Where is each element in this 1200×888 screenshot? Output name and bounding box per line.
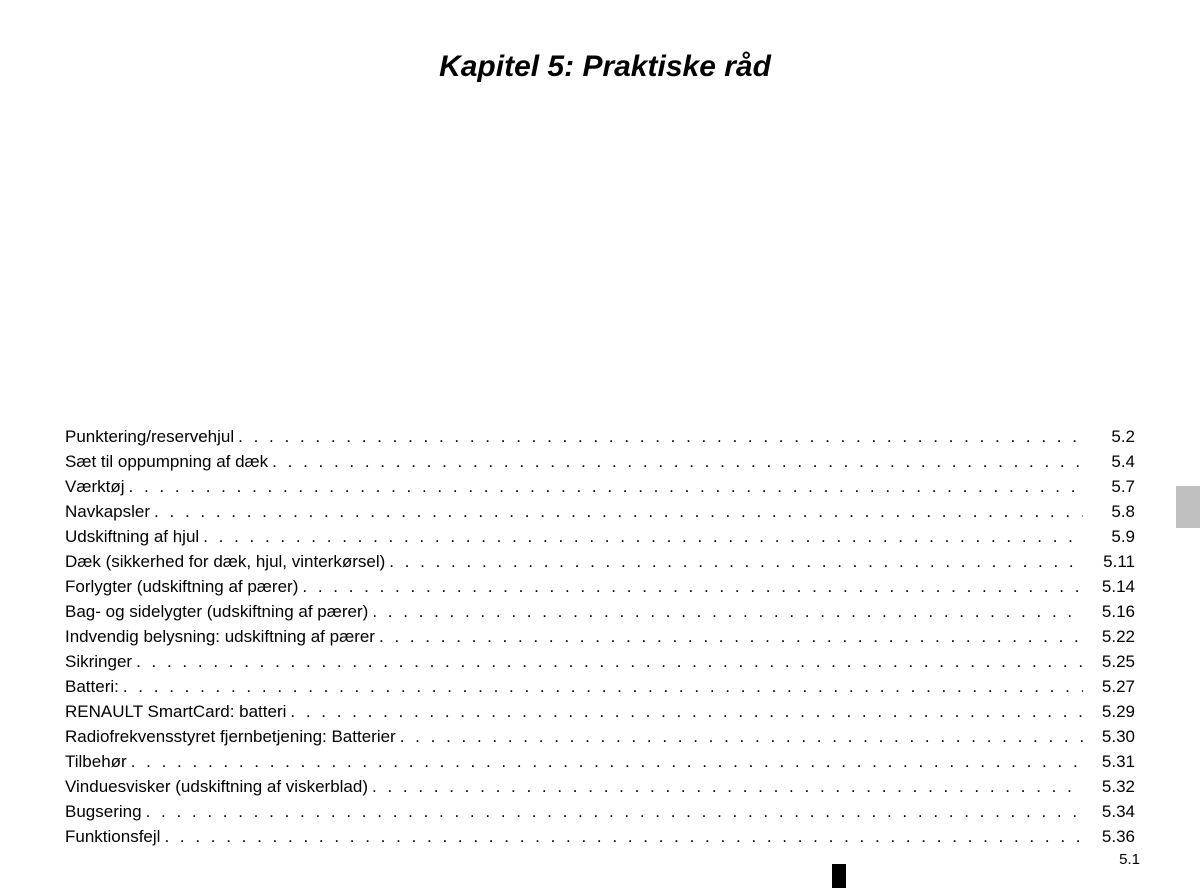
toc-entry: Radiofrekvensstyret fjernbetjening: Batt…	[65, 724, 1135, 749]
toc-entry-label: Funktionsfejl	[65, 824, 160, 849]
page-number: 5.1	[1119, 851, 1140, 868]
toc-dots	[199, 524, 1083, 549]
toc-entry-page: 5.25	[1083, 649, 1135, 674]
toc-entry-label: RENAULT SmartCard: batteri	[65, 699, 286, 724]
toc-entry: Sæt til oppumpning af dæk 5.4	[65, 449, 1135, 474]
toc-entry-page: 5.32	[1083, 774, 1135, 799]
toc-entry-label: Punktering/reservehjul	[65, 424, 234, 449]
toc-entry-page: 5.11	[1083, 549, 1135, 574]
toc-entry: Sikringer 5.25	[65, 649, 1135, 674]
toc-entry-page: 5.14	[1083, 574, 1135, 599]
toc-entry-label: Bag- og sidelygter (udskiftning af pærer…	[65, 599, 368, 624]
toc-entry-page: 5.7	[1083, 474, 1135, 499]
toc-entry-label: Batteri:	[65, 674, 119, 699]
toc-entry: Vinduesvisker (udskiftning af viskerblad…	[65, 774, 1135, 799]
toc-entry-page: 5.4	[1083, 449, 1135, 474]
toc-entry: Navkapsler 5.8	[65, 499, 1135, 524]
toc-dots	[125, 474, 1084, 499]
toc-entry-label: Værktøj	[65, 474, 125, 499]
bottom-crop-mark	[832, 864, 846, 888]
toc-dots	[127, 749, 1083, 774]
toc-entry-label: Sikringer	[65, 649, 132, 674]
toc-entry-label: Radiofrekvensstyret fjernbetjening: Batt…	[65, 724, 396, 749]
toc-entry-label: Forlygter (udskiftning af pærer)	[65, 574, 298, 599]
chapter-title: Kapitel 5: Praktiske råd	[60, 50, 1150, 84]
toc-dots	[234, 424, 1083, 449]
toc-dots	[298, 574, 1083, 599]
toc-entry-label: Udskiftning af hjul	[65, 524, 199, 549]
toc-entry-label: Dæk (sikkerhed for dæk, hjul, vinterkørs…	[65, 549, 385, 574]
toc-entry-page: 5.36	[1083, 824, 1135, 849]
toc-entry: Indvendig belysning: udskiftning af pære…	[65, 624, 1135, 649]
toc-dots	[132, 649, 1083, 674]
toc-dots	[385, 549, 1083, 574]
toc-dots	[375, 624, 1083, 649]
toc-entry: Udskiftning af hjul 5.9	[65, 524, 1135, 549]
toc-entry: Bag- og sidelygter (udskiftning af pærer…	[65, 599, 1135, 624]
toc-entry-page: 5.8	[1083, 499, 1135, 524]
toc-entry: Funktionsfejl 5.36	[65, 824, 1135, 849]
toc-dots	[160, 824, 1083, 849]
toc-entry: Bugsering 5.34	[65, 799, 1135, 824]
side-tab-marker	[1176, 486, 1200, 528]
toc-dots	[119, 674, 1083, 699]
toc-dots	[142, 799, 1083, 824]
toc-entry-page: 5.27	[1083, 674, 1135, 699]
toc-entry-label: Tilbehør	[65, 749, 127, 774]
toc-entry-page: 5.29	[1083, 699, 1135, 724]
toc-entry: Tilbehør 5.31	[65, 749, 1135, 774]
toc-dots	[268, 449, 1083, 474]
toc-entry-label: Indvendig belysning: udskiftning af pære…	[65, 624, 375, 649]
toc-entry-label: Bugsering	[65, 799, 142, 824]
toc-entry-page: 5.30	[1083, 724, 1135, 749]
toc-entry-page: 5.9	[1083, 524, 1135, 549]
toc-entry-page: 5.22	[1083, 624, 1135, 649]
toc-entry: Dæk (sikkerhed for dæk, hjul, vinterkørs…	[65, 549, 1135, 574]
toc-entry: RENAULT SmartCard: batteri 5.29	[65, 699, 1135, 724]
toc-entry-label: Navkapsler	[65, 499, 150, 524]
toc-entry: Forlygter (udskiftning af pærer) 5.14	[65, 574, 1135, 599]
toc-entry: Værktøj 5.7	[65, 474, 1135, 499]
toc-dots	[368, 774, 1083, 799]
toc-container: Punktering/reservehjul 5.2 Sæt til oppum…	[65, 424, 1135, 849]
toc-dots	[396, 724, 1083, 749]
toc-entry-label: Sæt til oppumpning af dæk	[65, 449, 268, 474]
toc-dots	[286, 699, 1083, 724]
toc-entry-page: 5.2	[1083, 424, 1135, 449]
page-container: Kapitel 5: Praktiske råd Punktering/rese…	[0, 0, 1200, 888]
toc-dots	[150, 499, 1083, 524]
toc-entry: Batteri: 5.27	[65, 674, 1135, 699]
toc-entry-page: 5.16	[1083, 599, 1135, 624]
toc-entry-page: 5.31	[1083, 749, 1135, 774]
toc-entry-label: Vinduesvisker (udskiftning af viskerblad…	[65, 774, 368, 799]
toc-entry-page: 5.34	[1083, 799, 1135, 824]
toc-entry: Punktering/reservehjul 5.2	[65, 424, 1135, 449]
toc-dots	[368, 599, 1083, 624]
